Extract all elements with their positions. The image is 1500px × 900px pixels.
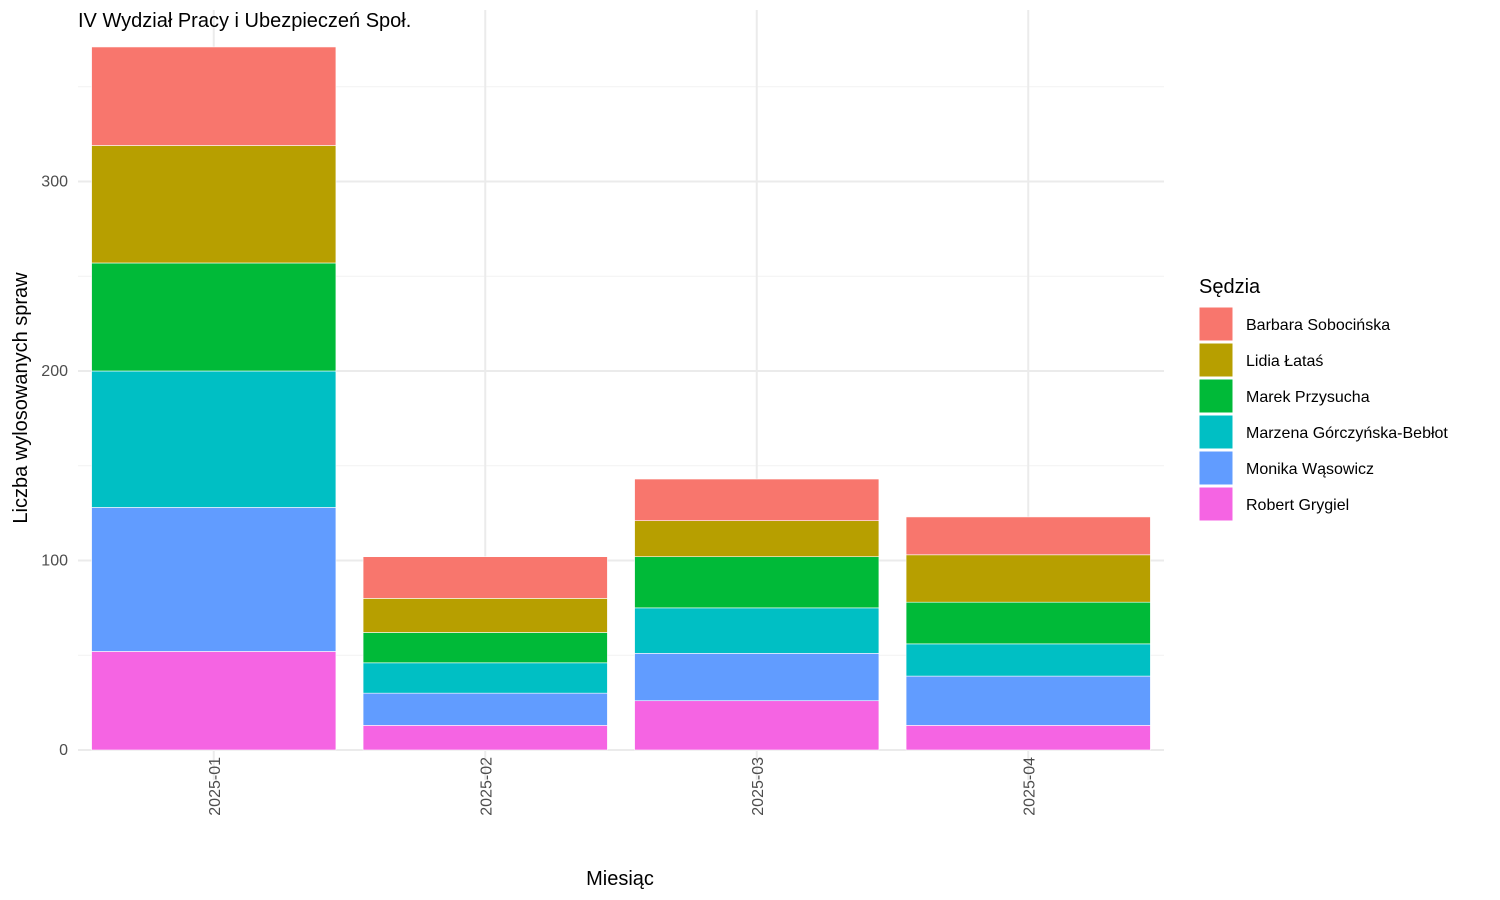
y-tick-label: 100	[41, 553, 68, 570]
legend-key	[1198, 414, 1234, 450]
legend: Sędzia Barbara Sobocińska Lidia Łataś Mare…	[1198, 276, 1448, 522]
bar-segment	[362, 692, 608, 726]
bar-segment	[634, 520, 880, 558]
bar-segment	[634, 607, 880, 654]
x-tick-label: 2025-01	[207, 757, 224, 816]
y-tick-label: 0	[59, 742, 68, 759]
bars	[91, 46, 1151, 751]
bar-segment	[905, 643, 1151, 677]
legend-label: Monika Wąsowicz	[1246, 461, 1374, 478]
chart-title: IV Wydział Pracy i Ubezpieczeń Społ.	[78, 10, 411, 32]
legend-key	[1198, 378, 1234, 414]
x-tick-label: 2025-03	[750, 757, 767, 816]
x-tick-label: 2025-02	[478, 757, 495, 816]
legend-label: Barbara Sobocińska	[1246, 317, 1390, 334]
bar-segment	[362, 662, 608, 694]
legend-label: Marek Przysucha	[1246, 389, 1370, 406]
x-axis-ticks: 2025-01 2025-02 2025-03 2025-04	[207, 757, 1039, 816]
bar-segment	[634, 653, 880, 702]
legend-key	[1198, 342, 1234, 378]
bar-segment	[634, 556, 880, 609]
y-tick-label: 300	[41, 174, 68, 191]
x-tick-label: 2025-04	[1021, 757, 1038, 816]
bar-segment	[905, 516, 1151, 556]
legend-title: Sędzia	[1199, 276, 1261, 298]
bar-segment	[905, 725, 1151, 751]
bar-segment	[634, 700, 880, 751]
legend-key	[1198, 486, 1234, 522]
legend-key	[1198, 450, 1234, 486]
bar-segment	[91, 262, 337, 372]
bar-segment	[905, 675, 1151, 726]
bar-segment	[362, 725, 608, 751]
legend-key	[1198, 306, 1234, 342]
legend-label: Robert Grygiel	[1246, 497, 1349, 514]
bar-segment	[634, 478, 880, 522]
bar-segment	[91, 651, 337, 751]
bar-segment	[91, 370, 337, 508]
bar-segment	[362, 632, 608, 664]
bar-segment	[91, 507, 337, 652]
bar-segment	[905, 601, 1151, 645]
y-axis-title: Liczba wylosowanych spraw	[10, 272, 32, 524]
bar-segment	[362, 598, 608, 633]
bar-segment	[91, 145, 337, 264]
legend-label: Marzena Górczyńska-Bebłot	[1246, 425, 1448, 442]
y-axis-ticks: 0 100 200 300	[41, 174, 68, 760]
y-tick-label: 200	[41, 363, 68, 380]
x-axis-title: Miesiąc	[586, 868, 654, 890]
bar-segment	[362, 556, 608, 599]
bar-segment	[91, 46, 337, 146]
legend-label: Lidia Łataś	[1246, 353, 1323, 370]
bar-segment	[905, 554, 1151, 603]
